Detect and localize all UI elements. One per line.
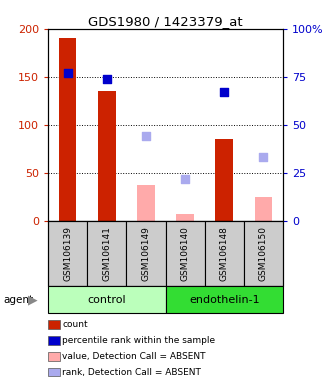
Point [222, 89, 227, 95]
Bar [205, 221, 244, 286]
Bar [137, 185, 155, 221]
Text: agent: agent [3, 295, 33, 305]
Text: GSM106149: GSM106149 [141, 226, 150, 281]
Bar [166, 286, 283, 313]
Text: GSM106139: GSM106139 [63, 226, 72, 281]
Text: GSM106141: GSM106141 [102, 226, 111, 281]
Text: ▶: ▶ [28, 293, 38, 306]
Bar [215, 139, 233, 221]
Text: control: control [87, 295, 126, 305]
Text: rank, Detection Call = ABSENT: rank, Detection Call = ABSENT [62, 368, 201, 377]
Point [182, 175, 188, 182]
Text: GSM106140: GSM106140 [181, 226, 190, 281]
Text: GDS1980 / 1423379_at: GDS1980 / 1423379_at [88, 15, 243, 28]
Bar [98, 91, 116, 221]
Bar [59, 38, 76, 221]
Bar [87, 221, 126, 286]
Bar [244, 221, 283, 286]
Point [65, 70, 70, 76]
Point [261, 154, 266, 161]
Text: GSM106150: GSM106150 [259, 226, 268, 281]
Point [104, 76, 109, 82]
Bar [126, 221, 166, 286]
Bar [255, 197, 272, 221]
Bar [48, 221, 87, 286]
Text: count: count [62, 320, 88, 329]
Point [143, 133, 149, 139]
Text: percentile rank within the sample: percentile rank within the sample [62, 336, 215, 345]
Text: GSM106148: GSM106148 [220, 226, 229, 281]
Bar [176, 214, 194, 221]
Bar [48, 286, 166, 313]
Bar [166, 221, 205, 286]
Text: value, Detection Call = ABSENT: value, Detection Call = ABSENT [62, 352, 206, 361]
Text: endothelin-1: endothelin-1 [189, 295, 260, 305]
